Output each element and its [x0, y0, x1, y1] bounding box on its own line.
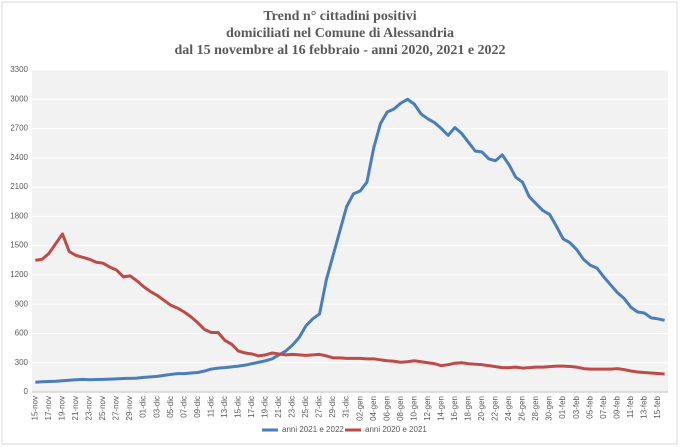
x-tick-label: 27-nov [112, 396, 121, 420]
x-tick-label: 07-feb [599, 395, 608, 418]
y-tick-label: 900 [15, 299, 29, 308]
x-tick-label: 24-gen [504, 396, 513, 421]
x-tick-label: 25-dic [301, 396, 310, 418]
y-tick-label: 600 [15, 329, 29, 338]
x-tick-label: 04-gen [369, 396, 378, 421]
x-tick-label: 30-gen [545, 396, 554, 421]
x-tick-label: 23-dic [288, 396, 297, 418]
y-tick-label: 2100 [10, 182, 28, 191]
y-tick-label: 3300 [10, 65, 28, 74]
x-tick-label: 26-gen [518, 396, 527, 421]
x-tick-label: 07-dic [179, 396, 188, 418]
x-tick-label: 23-nov [85, 396, 94, 420]
x-tick-label: 11-feb [626, 395, 635, 418]
x-tick-label: 25-nov [98, 396, 107, 420]
x-tick-label: 09-feb [612, 395, 621, 418]
x-tick-label: 31-dic [342, 396, 351, 418]
x-tick-label: 16-gen [450, 396, 459, 421]
y-tick-label: 2400 [10, 153, 28, 162]
data-line [35, 97, 665, 384]
data-line [35, 232, 665, 376]
x-tick-label: 05-feb [585, 395, 594, 418]
chart-title: domiciliati nel Comune di Alessandria [226, 26, 454, 41]
x-tick-label: 10-gen [409, 396, 418, 421]
x-tick-label: 02-gen [355, 396, 364, 421]
x-tick-label: 29-dic [328, 396, 337, 418]
x-tick-label: 09-dic [193, 396, 202, 418]
x-tick-label: 06-gen [382, 396, 391, 421]
y-tick-label: 1800 [10, 211, 28, 220]
x-tick-label: 15-feb [653, 395, 662, 418]
y-tick-label: 2700 [10, 124, 28, 133]
x-tick-label: 14-gen [436, 396, 445, 421]
x-tick-label: 20-gen [477, 396, 486, 421]
x-tick-label: 28-gen [531, 396, 540, 421]
x-tick-label: 19-dic [261, 396, 270, 418]
x-tick-label: 29-nov [125, 396, 134, 420]
x-tick-label: 22-gen [491, 396, 500, 421]
x-tick-label: 08-gen [396, 396, 405, 421]
x-tick-label: 15-dic [233, 396, 242, 418]
x-tick-label: 03-feb [572, 395, 581, 418]
legend-label: anni 2021 e 2022 [282, 425, 344, 434]
x-tick-label: 19-nov [58, 396, 67, 420]
y-tick-label: 1500 [10, 241, 28, 250]
x-tick-label: 17-nov [44, 396, 53, 420]
x-tick-label: 13-dic [220, 396, 229, 418]
x-tick-label: 05-dic [166, 396, 175, 418]
x-tick-label: 21-nov [71, 396, 80, 420]
plot-area [32, 70, 668, 392]
chart-title: Trend n° cittadini positivi [263, 9, 416, 24]
x-tick-label: 01-dic [139, 396, 148, 418]
y-tick-label: 3000 [10, 94, 28, 103]
x-tick-label: 13-feb [639, 395, 648, 418]
x-tick-label: 03-dic [152, 396, 161, 418]
x-tick-label: 17-dic [247, 396, 256, 418]
y-tick-label: 1200 [10, 270, 28, 279]
x-tick-label: 12-gen [423, 396, 432, 421]
x-tick-label: 27-dic [315, 396, 324, 418]
x-tick-label: 21-dic [274, 396, 283, 418]
chart-title: dal 15 novembre al 16 febbraio - anni 20… [174, 43, 505, 58]
y-tick-label: 0 [24, 387, 29, 396]
x-tick-label: 11-dic [206, 396, 215, 417]
x-tick-label: 01-feb [558, 395, 567, 418]
y-tick-label: 300 [15, 358, 29, 367]
x-tick-label: 15-nov [30, 396, 39, 420]
legend-label: anni 2020 e 2021 [365, 425, 427, 434]
x-tick-label: 18-gen [464, 396, 473, 421]
